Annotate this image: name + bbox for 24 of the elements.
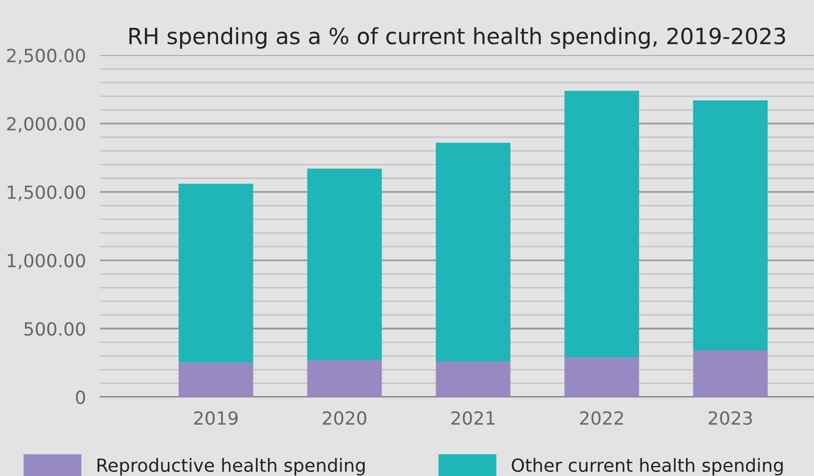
bar	[436, 142, 510, 362]
y-tick-label: 500.00	[24, 322, 86, 336]
bar	[178, 184, 254, 363]
bar	[436, 361, 510, 397]
x-tick-label: 2022	[580, 411, 623, 425]
bar	[693, 100, 768, 351]
bar	[307, 168, 382, 360]
legend-label: Reproductive health spending	[98, 458, 365, 476]
x-tick-label: 2020	[322, 411, 366, 425]
y-tick-label: 2,500.00	[7, 48, 86, 64]
y-tick-label: 2,000.00	[7, 117, 86, 133]
x-tick-label: 2023	[708, 411, 752, 425]
y-tick-label: 1,500.00	[8, 185, 86, 201]
x-tick-label: 2019	[194, 411, 238, 425]
legend-label: Other current health spending	[512, 458, 783, 476]
y-tick-label: 1,000.00	[8, 254, 86, 270]
chart-title: RH spending as a % of current health spending, 2019-2023	[129, 27, 786, 49]
x-tick-label: 2021	[451, 411, 494, 425]
bar	[178, 362, 254, 397]
bar	[564, 357, 640, 397]
bar	[693, 350, 768, 397]
y-tick-label: 0	[76, 390, 86, 404]
bar	[564, 90, 640, 358]
bar	[307, 360, 382, 397]
